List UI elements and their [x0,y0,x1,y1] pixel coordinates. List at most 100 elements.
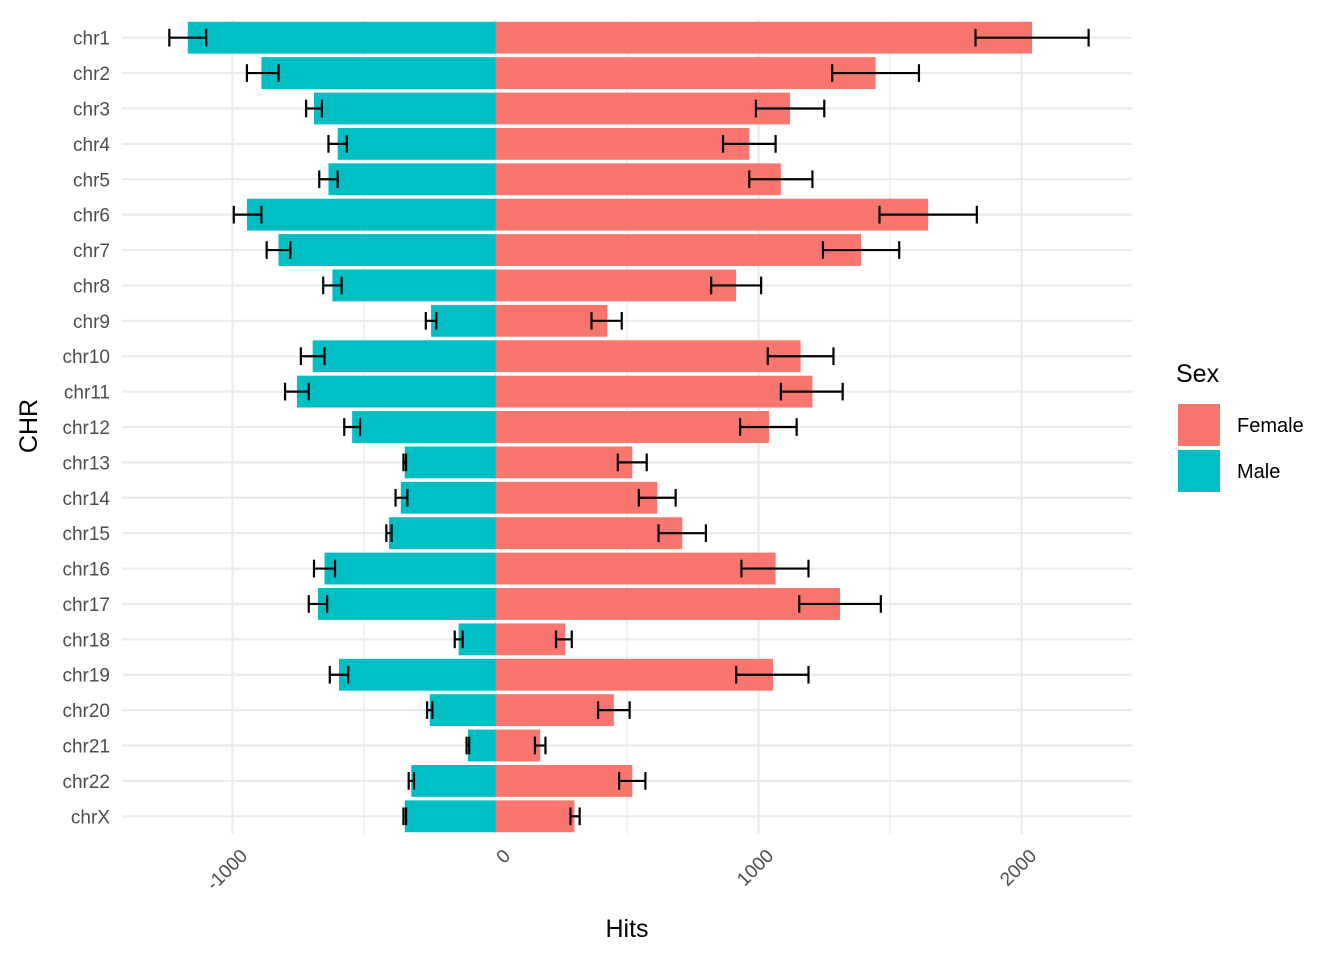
bar-female-chr8 [495,269,737,302]
error-bar-female-chr19 [735,665,810,684]
error-bar-male-chr4 [327,135,348,153]
y-tick-label: chr7 [73,241,110,262]
bar-female-chr5 [495,163,781,196]
error-bar-female-chr9 [590,311,623,330]
error-bar-male-chrX [402,807,408,826]
error-bar-male-chr1 [168,28,208,47]
error-bar-female-chr5 [748,170,814,189]
y-tick-label: chr13 [62,453,110,474]
y-tick-label: chr8 [73,276,110,297]
x-tick-label: 1000 [733,846,778,891]
error-bar-male-chr16 [312,559,337,578]
error-bar-male-chr11 [283,382,310,401]
error-bar-female-chr6 [878,205,978,224]
bar-female-chr10 [495,340,801,373]
bar-male-chr19 [338,658,496,691]
legend-label-male: Male [1237,461,1280,483]
error-bar-male-chr3 [305,99,323,118]
error-bar-male-chr19 [328,665,350,684]
bar-male-chr10 [312,340,496,373]
y-tick-label: chr9 [73,312,110,333]
error-bars [168,28,1090,826]
error-bar-female-chr17 [798,595,882,613]
bar-female-chr6 [495,198,929,231]
x-tick-label: 0 [493,846,515,868]
error-bar-female-chr12 [738,418,798,436]
error-bar-male-chr17 [307,595,329,613]
bar-male-chr5 [328,163,496,196]
bar-female-chr17 [495,588,841,620]
bar-female-chr21 [495,729,541,762]
error-bar-male-chr20 [426,701,434,719]
error-bar-female-chr1 [974,28,1090,47]
bar-male-chr12 [352,411,496,443]
error-bar-male-chr10 [299,347,326,366]
bar-female-chr1 [495,21,1033,54]
bar-female-chr4 [495,127,750,160]
error-bar-female-chr10 [766,347,835,366]
error-bar-male-chr2 [245,64,280,82]
bar-male-chr14 [400,481,496,514]
bar-male-chr2 [261,57,496,90]
bar-female-chr16 [495,552,776,585]
y-tick-label: chr19 [62,666,110,687]
error-bar-female-chr22 [618,772,647,790]
error-bar-male-chr6 [232,205,263,224]
error-bar-male-chr21 [465,736,471,755]
bar-male-chr21 [467,729,496,762]
bar-male-chr7 [278,234,496,266]
y-tick-label: chrX [71,807,110,828]
y-tick-label: chr1 [73,29,110,50]
error-bar-female-chr3 [754,99,826,118]
y-tick-label: chr5 [73,170,110,191]
error-bar-female-chr18 [554,630,573,649]
error-bar-male-chr15 [385,524,393,543]
error-bar-female-chr8 [710,276,763,295]
y-tick-label: chr20 [62,701,110,722]
bar-male-chr11 [296,375,496,408]
error-bar-female-chr4 [721,135,777,153]
bar-male-chr16 [324,552,496,585]
bars [187,21,1033,833]
bar-female-chr11 [495,375,813,408]
bar-female-chr15 [495,517,683,550]
error-bar-female-chr11 [779,382,844,401]
error-bar-male-chr13 [402,453,408,472]
bar-male-chr22 [411,764,496,797]
error-bar-female-chr16 [740,559,810,578]
y-tick-label: chr12 [62,418,110,439]
x-axis-title: Hits [605,915,648,943]
error-bar-male-chr14 [394,488,409,507]
y-tick-label: chr11 [64,383,110,404]
y-tick-label: chr15 [62,524,110,545]
error-bar-male-chr12 [343,418,362,436]
y-axis-title: CHR [15,399,43,453]
legend-swatch-female [1178,404,1220,446]
y-axis-ticks: chr1 chr2 chr3 chr4 chr5 chr6 chr7 chr8 chr9 chr1… [62,29,110,829]
error-bar-male-chr7 [265,241,292,259]
bar-male-chr13 [404,446,496,479]
bar-male-chrX [404,800,496,833]
error-bar-female-chr2 [831,64,921,82]
bar-female-chr12 [495,411,770,443]
error-bar-female-chr14 [637,488,677,507]
error-bar-female-chrX [569,807,581,826]
bar-male-chr8 [332,269,496,302]
bar-female-chr9 [495,304,608,337]
y-tick-label: chr6 [73,206,110,227]
legend: Sex Female Male [1176,360,1304,492]
x-tick-label: 2000 [996,846,1041,891]
y-tick-label: chr18 [62,630,110,651]
bar-male-chr17 [317,588,496,620]
bar-male-chr6 [246,198,496,231]
y-tick-label: chr16 [62,560,110,581]
bar-male-chr18 [458,623,496,656]
bar-female-chr2 [495,57,876,90]
bar-female-chr19 [495,658,773,691]
y-tick-label: chr22 [62,772,110,793]
bar-female-chr13 [495,446,633,479]
legend-title: Sex [1176,360,1220,388]
x-tick-label: -1000 [203,846,252,895]
y-tick-label: chr17 [62,595,110,616]
